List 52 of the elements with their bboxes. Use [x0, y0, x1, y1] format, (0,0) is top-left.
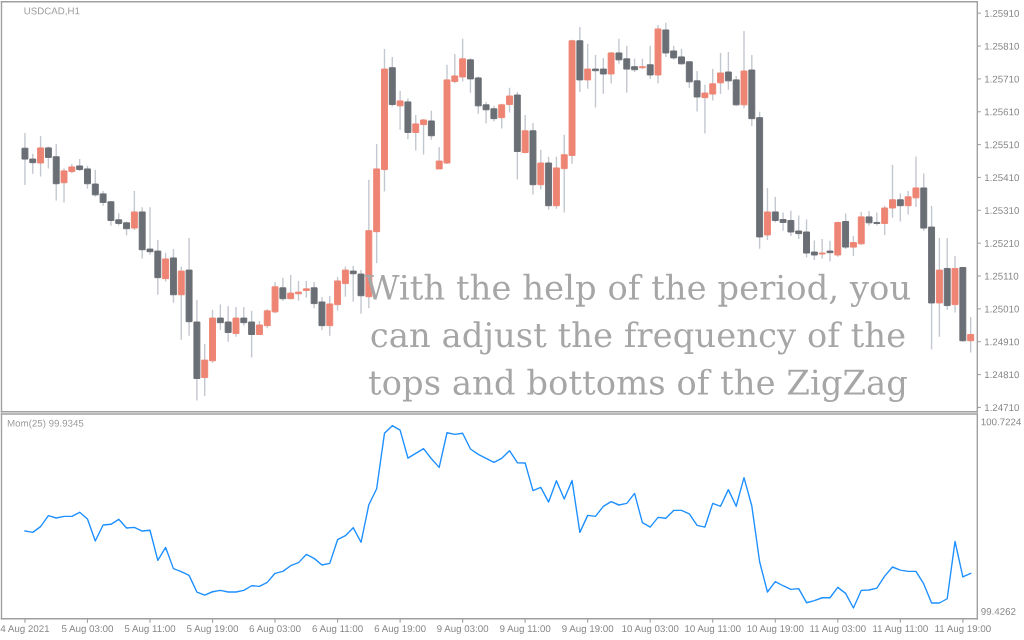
candlestick [232, 306, 240, 338]
x-tick-label: 5 Aug 19:00 [186, 625, 239, 635]
candlestick [717, 52, 725, 95]
text: USDCAD,H1 [24, 7, 80, 16]
text: Mom(25) 99.9345 [7, 419, 84, 429]
candlestick [162, 251, 170, 283]
x-tick-label: 9 Aug 19:00 [562, 625, 614, 635]
y-tick-label: 1.25910 [984, 9, 1020, 17]
y-tick-label: 1.25510 [984, 141, 1020, 149]
y-tick-label: 1.25610 [984, 108, 1020, 116]
candlestick [396, 90, 404, 131]
x-tick-label: 9 Aug 11:00 [500, 625, 551, 635]
y-tick-label: 1.25710 [984, 75, 1020, 83]
y-tick-label: 1.24810 [984, 371, 1020, 379]
candlestick [967, 316, 975, 354]
candlestick [537, 149, 545, 191]
x-tick-label: 11 Aug 11:00 [873, 625, 928, 635]
y-tick-label: 100.7224 [981, 418, 1022, 426]
candlestick [826, 240, 834, 263]
y-tick-label: 1.25210 [984, 239, 1020, 247]
x-tick-label: 10 Aug 03:00 [622, 625, 679, 635]
y-tick-label: 1.25410 [984, 174, 1020, 182]
x-tick-label: 11 Aug 03:00 [810, 625, 866, 635]
y-tick-label: 99.4262 [981, 608, 1016, 615]
x-tick-label: 5 Aug 03:00 [61, 625, 114, 635]
y-tick-label: 1.25810 [984, 42, 1020, 50]
x-tick-label: 10 Aug 11:00 [685, 625, 741, 635]
x-tick-label: 6 Aug 11:00 [312, 625, 363, 635]
x-tick-label: 9 Aug 03:00 [437, 625, 489, 635]
candlestick [37, 135, 45, 178]
candlestick [177, 265, 185, 341]
x-tick-label: 4 Aug 2021 [0, 625, 50, 635]
x-tick-label: 6 Aug 03:00 [249, 625, 301, 635]
candlestick [584, 43, 592, 90]
y-tick-label: 1.25310 [984, 207, 1020, 214]
y-tick-label: 1.25110 [984, 272, 1019, 280]
x-tick-label: 5 Aug 11:00 [124, 625, 176, 635]
candlestick [279, 276, 287, 302]
x-tick-label: 10 Aug 19:00 [747, 625, 804, 635]
x-tick-label: 11 Aug 19:00 [935, 625, 991, 635]
candlestick [521, 114, 529, 155]
candlestick [427, 110, 435, 141]
candlestick [763, 187, 771, 241]
candlestick [607, 51, 615, 85]
candlestick [130, 190, 138, 231]
y-tick-label: 1.24710 [984, 404, 1020, 412]
candlestick [818, 238, 826, 260]
y-tick-label: 1.24910 [984, 338, 1020, 346]
candlestick [646, 45, 654, 80]
candlestick [896, 192, 904, 223]
x-tick-label: 6 Aug 19:00 [374, 625, 426, 635]
y-tick-label: 1.25010 [984, 305, 1020, 313]
